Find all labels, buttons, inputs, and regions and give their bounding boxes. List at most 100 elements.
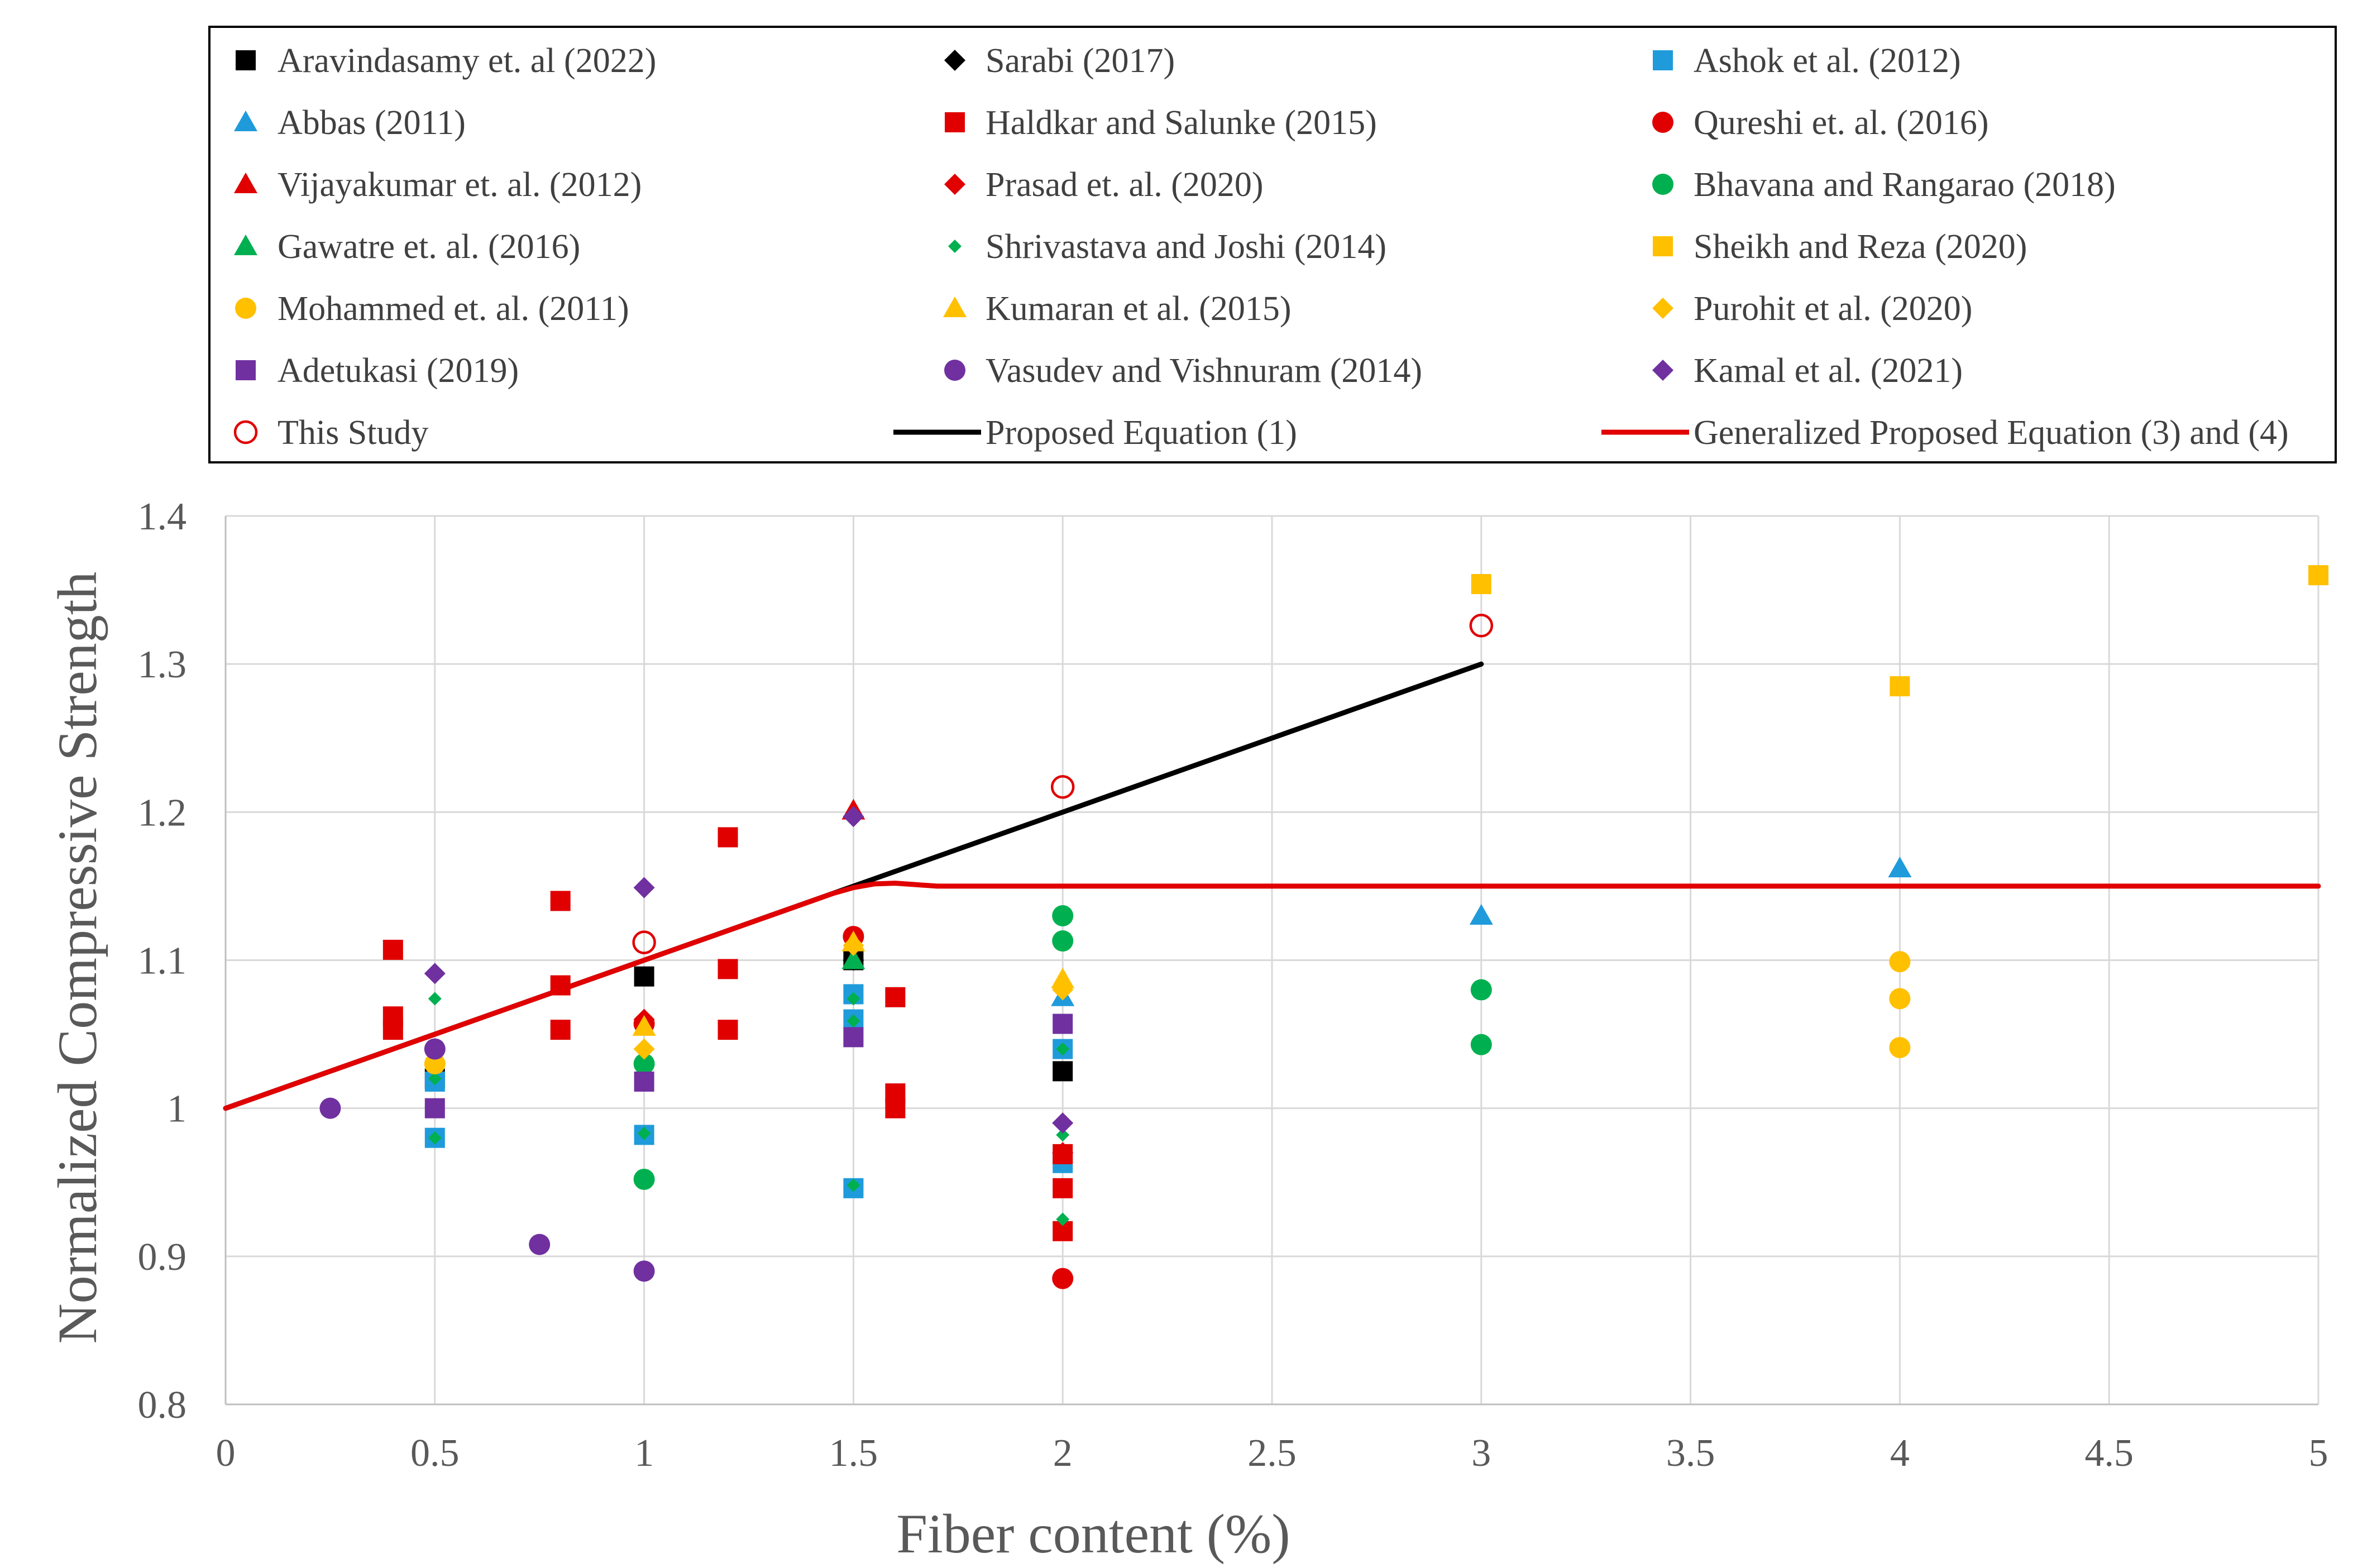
legend-marker — [236, 50, 256, 70]
legend-item-qureshi-et-al-2016: Qureshi et. al. (2016) — [1652, 104, 1989, 142]
series-adetukasi-2019 — [424, 1014, 1073, 1118]
data-point — [846, 1014, 860, 1028]
y-tick-label: 0.9 — [138, 1236, 187, 1279]
data-point — [718, 827, 738, 848]
y-axis-title: Normalized Compressive Strength — [46, 571, 108, 1344]
legend-label: Vijayakumar et. al. (2012) — [278, 166, 642, 204]
data-point — [846, 992, 860, 1006]
data-point — [637, 1126, 651, 1140]
x-tick-label: 4 — [1890, 1432, 1910, 1475]
series-vasudev-and-vishnuram-2014 — [319, 1038, 655, 1282]
legend-item-vijayakumar-et-al-2012: Vijayakumar et. al. (2012) — [234, 166, 642, 204]
legend-label: Bhavana and Rangarao (2018) — [1694, 166, 2116, 204]
data-point — [1470, 1034, 1492, 1055]
data-point — [1470, 979, 1492, 1001]
legend-label: Gawatre et. al. (2016) — [278, 228, 580, 266]
legend-marker — [236, 360, 256, 380]
series-mohammed-et-al-2011 — [424, 951, 1911, 1075]
data-point — [550, 975, 571, 996]
legend-item-bhavana-and-rangarao-2018: Bhavana and Rangarao (2018) — [1652, 166, 2116, 204]
y-tick-label: 1 — [167, 1088, 186, 1131]
data-point — [1889, 951, 1911, 973]
legend-item-vasudev-and-vishnuram-2014: Vasudev and Vishnuram (2014) — [944, 352, 1422, 390]
y-tick-label: 1.3 — [138, 643, 187, 686]
legend-label: This Study — [278, 414, 428, 452]
x-tick-label: 0 — [216, 1432, 236, 1475]
legend-label: Vasudev and Vishnuram (2014) — [986, 352, 1422, 390]
legend-item-haldkar-and-salunke-2015: Haldkar and Salunke (2015) — [945, 104, 1377, 142]
data-point — [633, 1260, 655, 1282]
data-point — [1056, 1212, 1070, 1226]
data-point — [1056, 1042, 1070, 1056]
data-point — [1469, 903, 1493, 925]
data-point — [382, 939, 403, 960]
legend-item-aravindasamy-et-al-2022: Aravindasamy et. al (2022) — [236, 42, 656, 80]
legend-item-this-study: This Study — [233, 414, 428, 452]
legend-label: Abbas (2011) — [278, 104, 466, 142]
legend-label: Ashok et al. (2012) — [1694, 42, 1961, 80]
data-point — [632, 930, 656, 954]
data-point — [1052, 1268, 1074, 1289]
x-tick-label: 3 — [1471, 1432, 1491, 1475]
data-point — [550, 1020, 571, 1040]
legend-label: Haldkar and Salunke (2015) — [986, 104, 1377, 142]
legend-label: Prasad et. al. (2020) — [986, 166, 1264, 204]
data-point — [428, 1072, 442, 1086]
legend-label: Sheikh and Reza (2020) — [1694, 228, 2027, 266]
data-point — [1052, 1112, 1074, 1134]
legend-item-generalized-proposed-equation-3-and-4: Generalized Proposed Equation (3) and (4… — [1601, 414, 2289, 452]
legend-label: Purohit et al. (2020) — [1694, 290, 1972, 328]
legend-marker — [1652, 112, 1673, 133]
legend-item-kamal-et-al-2021: Kamal et al. (2021) — [1652, 352, 1963, 390]
data-point — [885, 987, 906, 1007]
legend-marker — [1652, 298, 1673, 319]
x-tick-label: 2 — [1053, 1432, 1073, 1475]
legend-item-adetukasi-2019: Adetukasi (2019) — [236, 352, 519, 390]
legend-marker — [235, 298, 256, 319]
data-point — [634, 1071, 654, 1092]
series-ashok-et-al-2012 — [424, 984, 1073, 1198]
y-tick-label: 1.1 — [138, 940, 187, 983]
legend-item-ashok-et-al-2012: Ashok et al. (2012) — [1653, 42, 1961, 80]
legend-item-proposed-equation-1: Proposed Equation (1) — [893, 414, 1297, 452]
data-point — [633, 1053, 655, 1075]
legend-label: Adetukasi (2019) — [278, 352, 519, 390]
data-point — [632, 1015, 656, 1036]
data-point — [841, 948, 865, 969]
legend-label: Qureshi et. al. (2016) — [1694, 104, 1989, 142]
data-point — [634, 966, 654, 987]
legend-label: Proposed Equation (1) — [986, 414, 1297, 452]
data-point — [843, 934, 864, 956]
data-point — [1056, 1128, 1070, 1142]
x-axis-title: Fiber content (%) — [896, 1503, 1290, 1565]
data-point — [1889, 988, 1911, 1010]
legend-marker — [944, 50, 965, 71]
tick-labels: 0 0.5 1 1.5 2 2.5 3 3.5 4 4.5 5 0.8 0.9 1 1.1 1.2 1.3 1.4 — [138, 495, 2328, 1475]
legend-item-kumaran-et-al-2015: Kumaran et al. (2015) — [943, 290, 1291, 328]
y-tick-label: 1.2 — [138, 791, 187, 834]
legend-item-abbas-2011: Abbas (2011) — [234, 104, 466, 142]
series-aravindasamy-et-al-2022 — [424, 950, 1073, 1089]
data-point — [428, 992, 442, 1006]
legend-marker — [1653, 236, 1673, 256]
data-point — [428, 1131, 442, 1145]
legend-item-gawatre-et-al-2016: Gawatre et. al. (2016) — [234, 228, 580, 266]
data-point — [846, 1178, 860, 1192]
x-tick-label: 1 — [634, 1432, 654, 1475]
legend-label: Kamal et al. (2021) — [1694, 352, 1963, 390]
legend-marker — [234, 111, 257, 131]
data-point — [1053, 1061, 1073, 1082]
series-gawatre-et-al-2016 — [841, 948, 865, 969]
legend-item-shrivastava-and-joshi-2014: Shrivastava and Joshi (2014) — [948, 228, 1386, 266]
data-point — [424, 963, 446, 984]
x-tick-label: 2.5 — [1247, 1432, 1297, 1475]
data-point — [424, 1098, 445, 1118]
series-bhavana-and-rangarao-2018 — [633, 905, 1492, 1190]
fit-lines — [223, 661, 2321, 1111]
legend-marker — [943, 297, 967, 317]
legend-label: Aravindasamy et. al (2022) — [278, 42, 656, 80]
data-point — [843, 806, 864, 828]
y-tick-label: 1.4 — [138, 495, 187, 538]
data-point — [843, 1027, 864, 1048]
